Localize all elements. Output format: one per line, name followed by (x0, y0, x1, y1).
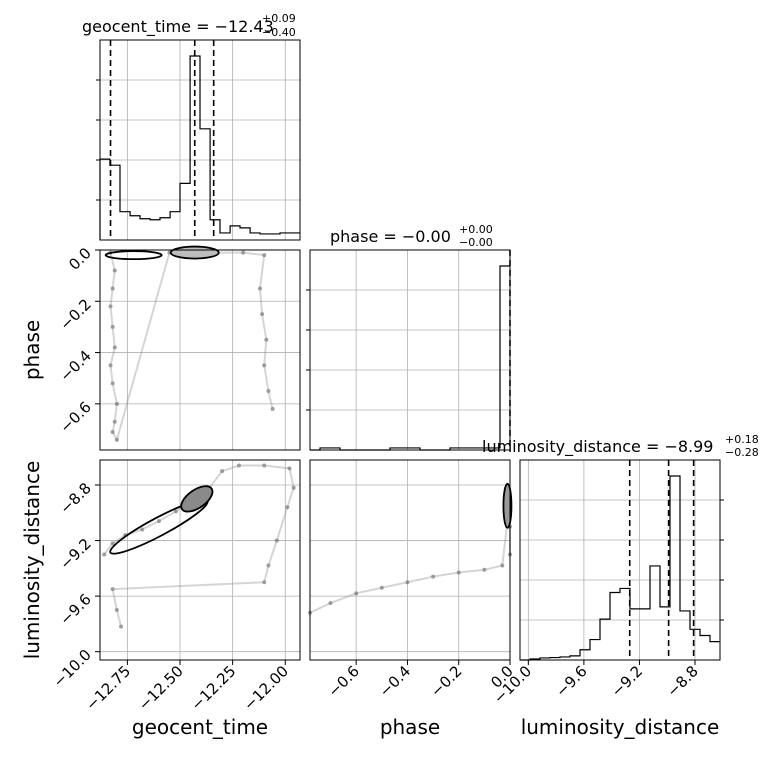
xtick-label-geocent-time-0: −12.75 (82, 662, 134, 714)
point-geocent-time-vs-luminosity-distance-1 (110, 541, 115, 546)
title-geocent-time-minus: −0.40 (262, 26, 296, 39)
trace-phase-vs-luminosity-distance (309, 498, 511, 614)
point-phase-vs-luminosity-distance-5 (431, 574, 436, 579)
point-geocent-time-vs-phase-21 (266, 389, 271, 394)
point-geocent-time-vs-phase-20 (262, 363, 267, 368)
title-geocent-time-plus: +0.09 (262, 12, 296, 25)
xtick-label-phase-0: −0.6 (324, 662, 362, 700)
point-geocent-time-vs-phase-16 (262, 253, 267, 258)
point-geocent-time-vs-luminosity-distance-9 (220, 469, 225, 474)
contour-phase-lumdist-core (502, 482, 513, 529)
point-geocent-time-vs-phase-22 (270, 406, 275, 411)
trace-geocent-time-vs-luminosity-distance (103, 464, 295, 627)
point-geocent-time-vs-phase-8 (114, 401, 119, 406)
point-geocent-time-vs-luminosity-distance-10 (236, 463, 241, 468)
point-geocent-time-vs-phase-15 (241, 250, 246, 255)
ylabel-luminosity-distance: luminosity_distance (20, 461, 44, 660)
point-geocent-time-vs-luminosity-distance-4 (156, 519, 161, 524)
point-phase-vs-luminosity-distance-8 (500, 563, 505, 568)
point-geocent-time-vs-phase-11 (114, 437, 119, 442)
trace-geocent-time-vs-phase (109, 251, 274, 443)
hist-geocent-time-line (99, 55, 300, 240)
panel-phase-hist-frame (309, 249, 511, 451)
point-geocent-time-vs-luminosity-distance-14 (285, 505, 290, 510)
panel-geocent-time-vs-luminosity-distance-frame (99, 459, 301, 661)
title-phase: phase = −0.00 (330, 227, 451, 246)
title-phase-plus: +0.00 (459, 223, 493, 236)
point-geocent-time-vs-luminosity-distance-12 (287, 466, 292, 471)
hist-phase-line (310, 265, 510, 451)
grid-layer (100, 40, 720, 660)
point-geocent-time-vs-phase-7 (110, 381, 115, 386)
xtick-label-luminosity-distance-1: −9.6 (552, 662, 590, 700)
point-geocent-time-vs-luminosity-distance-0 (102, 552, 107, 557)
point-geocent-time-vs-phase-19 (264, 337, 269, 342)
point-geocent-time-vs-phase-5 (112, 345, 117, 350)
contour-geocent-lumdist-core (180, 485, 214, 513)
point-geocent-time-vs-luminosity-distance-15 (274, 538, 279, 543)
point-phase-vs-luminosity-distance-7 (482, 567, 487, 572)
point-geocent-time-vs-phase-1 (112, 268, 117, 273)
frame-layer (99, 39, 721, 661)
point-geocent-time-vs-luminosity-distance-19 (114, 608, 119, 612)
point-geocent-time-vs-luminosity-distance-20 (119, 624, 124, 629)
point-geocent-time-vs-phase-9 (112, 419, 117, 424)
ytick-label-luminosity-distance-1: −9.6 (56, 590, 94, 628)
title-luminosity-distance: luminosity_distance = −8.99 (482, 437, 713, 457)
panel-geocent-time-vs-phase-frame (99, 249, 301, 451)
point-geocent-time-vs-phase-6 (108, 363, 113, 368)
ytick-label-luminosity-distance-2: −9.2 (56, 535, 94, 573)
point-geocent-time-vs-phase-4 (110, 324, 115, 329)
point-geocent-time-vs-phase-17 (258, 286, 262, 291)
xtick-label-phase-1: −0.4 (376, 662, 414, 700)
xtick-label-phase-2: −0.2 (427, 662, 465, 700)
tick-layer: −12.75 −12.50 −12.25 −12.00 −0.6 −0.4 −0.2 0.0 −… (50, 79, 724, 714)
point-phase-vs-luminosity-distance-3 (379, 585, 384, 590)
point-geocent-time-vs-luminosity-distance-16 (266, 563, 271, 568)
panel-luminosity-distance-hist-frame (519, 459, 721, 661)
point-phase-vs-luminosity-distance-2 (354, 591, 359, 596)
point-geocent-time-vs-luminosity-distance-5 (173, 509, 178, 514)
ylabel-phase: phase (20, 320, 44, 380)
point-geocent-time-vs-luminosity-distance-18 (110, 587, 115, 592)
point-phase-vs-luminosity-distance-4 (405, 580, 410, 585)
xlabel-geocent-time: geocent_time (132, 715, 268, 739)
ytick-label-phase-1: −0.4 (56, 347, 94, 385)
panel-geocent-time-hist-frame (99, 39, 301, 241)
xlabel-luminosity-distance: luminosity_distance (521, 715, 720, 739)
title-luminosity-distance-minus: −0.28 (725, 446, 759, 459)
title-luminosity-distance-plus: +0.18 (725, 433, 759, 446)
point-geocent-time-vs-phase-10 (110, 430, 115, 435)
point-phase-vs-luminosity-distance-1 (328, 601, 333, 606)
contour-geocent-phase-left (104, 250, 163, 261)
point-geocent-time-vs-luminosity-distance-11 (262, 463, 267, 468)
point-geocent-time-vs-phase-18 (260, 312, 265, 317)
contour-geocent-phase-main (169, 245, 220, 260)
point-geocent-time-vs-phase-3 (108, 304, 113, 309)
xtick-label-geocent-time-2: −12.25 (187, 662, 239, 714)
xtick-label-luminosity-distance-3: −8.8 (663, 662, 701, 700)
point-phase-vs-luminosity-distance-6 (456, 570, 461, 575)
panel-phase-vs-luminosity-distance-frame (309, 459, 511, 661)
point-geocent-time-vs-luminosity-distance-13 (291, 485, 296, 490)
point-geocent-time-vs-phase-2 (110, 286, 115, 291)
title-phase-minus: −0.00 (459, 236, 493, 249)
xtick-label-luminosity-distance-2: −9.2 (608, 662, 646, 700)
point-geocent-time-vs-luminosity-distance-3 (140, 527, 145, 532)
ytick-label-luminosity-distance-3: −8.8 (56, 479, 94, 517)
ytick-label-phase-3: 0.0 (65, 244, 95, 274)
point-geocent-time-vs-luminosity-distance-17 (262, 580, 267, 585)
xlabel-phase: phase (380, 715, 440, 739)
data-layer (99, 40, 720, 661)
title-geocent-time: geocent_time = −12.43 (82, 17, 274, 37)
hist-luminosity-distance-line (520, 475, 720, 661)
xtick-label-geocent-time-1: −12.50 (135, 662, 187, 714)
ytick-label-luminosity-distance-0: −10.0 (50, 646, 95, 691)
xtick-label-geocent-time-3: −12.00 (240, 662, 292, 714)
ytick-label-phase-0: −0.6 (56, 398, 94, 436)
ytick-label-phase-2: −0.2 (56, 295, 94, 333)
